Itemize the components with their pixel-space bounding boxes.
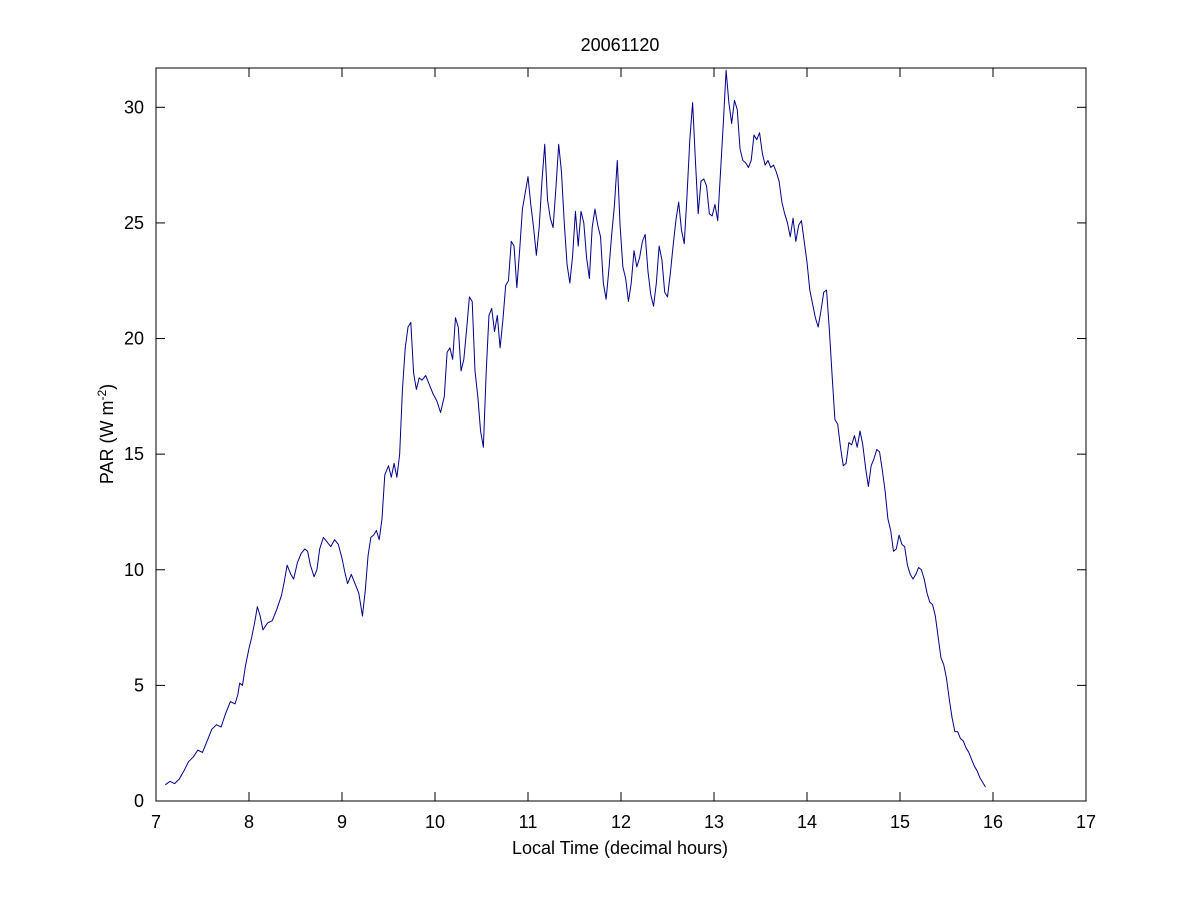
x-tick-label-16: 16 <box>983 812 1003 832</box>
x-tick-label-15: 15 <box>890 812 910 832</box>
y-tick-label-0: 0 <box>134 791 144 811</box>
y-axis-label-close: ) <box>97 384 117 390</box>
x-tick-label-14: 14 <box>797 812 817 832</box>
y-tick-label-30: 30 <box>124 97 144 117</box>
y-tick-label-20: 20 <box>124 329 144 349</box>
y-tick-label-5: 5 <box>134 675 144 695</box>
y-axis-label-superscript: -2 <box>95 390 109 401</box>
y-tick-label-10: 10 <box>124 560 144 580</box>
x-tick-label-11: 11 <box>519 812 538 832</box>
x-tick-label-7: 7 <box>151 812 161 832</box>
y-axis-label-main: PAR (W m <box>97 401 117 485</box>
y-tick-label-15: 15 <box>124 444 144 464</box>
y-axis-label: PAR (W m-2) <box>95 384 117 484</box>
x-tick-label-13: 13 <box>704 812 724 832</box>
axis-ticks: 7 8 9 10 11 12 13 14 15 16 17 0 5 10 15 20 25 30 <box>124 68 1096 832</box>
x-tick-label-12: 12 <box>611 812 631 832</box>
x-tick-label-17: 17 <box>1076 812 1096 832</box>
y-tick-label-25: 25 <box>124 213 144 233</box>
chart-title: 20061120 <box>581 35 660 55</box>
x-tick-label-10: 10 <box>425 812 445 832</box>
data-layer <box>165 69 986 788</box>
x-tick-label-9: 9 <box>337 812 347 832</box>
x-axis-label: Local Time (decimal hours) <box>512 838 728 858</box>
series-line-0 <box>165 69 986 788</box>
x-tick-label-8: 8 <box>244 812 254 832</box>
